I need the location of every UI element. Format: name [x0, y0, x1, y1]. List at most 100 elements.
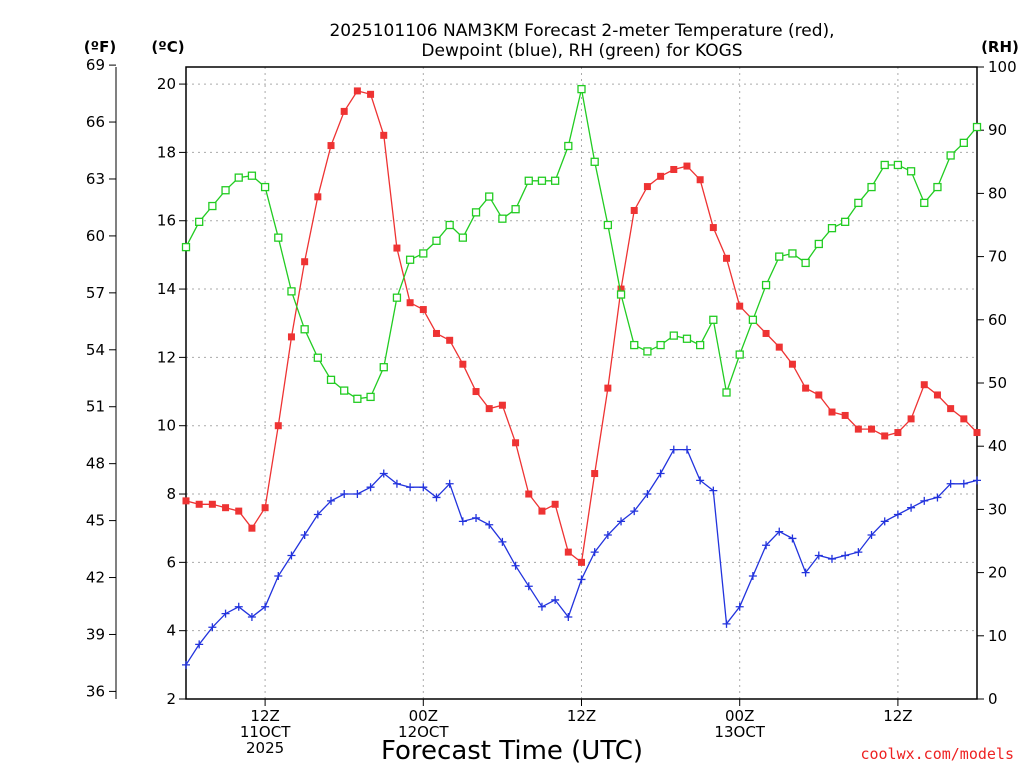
dewpoint-point: [445, 479, 454, 488]
dewpoint-point: [472, 513, 481, 522]
dewpoint-point: [709, 486, 718, 495]
temperature-point: [459, 360, 467, 368]
fahrenheit-tick-label: 54: [86, 341, 105, 359]
temperature-point: [604, 384, 612, 392]
rh-point: [656, 340, 665, 350]
celsius-tick-label: 18: [157, 143, 176, 161]
temperature-point: [525, 490, 533, 498]
temperature-point: [287, 333, 295, 341]
dewpoint-point: [221, 609, 230, 618]
time-tick-label: 2025: [246, 739, 284, 757]
temperature-point: [947, 405, 955, 413]
temperature-point: [432, 329, 440, 337]
dewpoint-point: [788, 534, 797, 543]
dewpoint-point: [603, 531, 612, 540]
celsius-tick-label: 8: [166, 485, 176, 503]
temperature-point: [881, 432, 889, 440]
rh-point: [537, 176, 547, 185]
dewpoint-point: [182, 660, 190, 669]
fahrenheit-tick-label: 63: [86, 170, 105, 188]
fahrenheit-tick-label: 60: [86, 227, 105, 245]
rh-point: [485, 192, 494, 201]
rh-tick-label: 20: [988, 564, 1007, 582]
rh-point: [590, 157, 599, 166]
dewpoint-point: [485, 520, 494, 529]
fahrenheit-tick-label: 39: [86, 625, 105, 643]
celsius-tick-label: 20: [157, 75, 176, 93]
rh-point: [643, 347, 652, 356]
temperature-point: [841, 411, 849, 419]
dewpoint-point: [274, 572, 283, 581]
dewpoint-point: [959, 479, 968, 488]
dewpoint-point: [340, 490, 349, 499]
dewpoint-point: [907, 503, 916, 512]
temperature-point: [538, 507, 546, 515]
rh-point: [274, 233, 283, 242]
fahrenheit-tick-label: 66: [86, 113, 105, 131]
rh-point: [867, 182, 876, 192]
temperature-point: [775, 343, 783, 351]
rh-point: [287, 287, 296, 296]
temperature-point: [327, 142, 335, 150]
rh-line: [185, 88, 978, 400]
dewpoint-point: [524, 582, 533, 591]
temperature-point: [683, 162, 691, 170]
temperature-point: [564, 548, 572, 556]
dewpoint-point: [946, 479, 955, 488]
temperature-point: [578, 558, 585, 566]
dewpoint-point: [379, 469, 388, 478]
temperature-point: [815, 391, 823, 399]
rh-tick-label: 80: [988, 184, 1007, 202]
time-tick-label: 00Z: [725, 707, 754, 725]
rh-point: [392, 293, 402, 302]
temperature-point: [802, 384, 810, 392]
dewpoint-point: [643, 490, 652, 499]
dewpoint-point: [419, 483, 428, 492]
rh-tick-label: 40: [988, 437, 1007, 455]
temperature-point: [353, 87, 361, 95]
temperature-point: [446, 336, 454, 344]
dewpoint-point: [630, 507, 639, 516]
temperature-point: [643, 183, 651, 191]
rh-point: [234, 173, 243, 182]
rh-point: [208, 201, 217, 211]
rh-point: [920, 198, 929, 208]
dewpoint-point: [313, 510, 322, 519]
fahrenheit-tick-label: 45: [86, 512, 105, 530]
rh-point: [788, 249, 797, 258]
gridlines: [186, 67, 977, 700]
rh-point: [959, 138, 968, 147]
dewpoint-point: [669, 445, 678, 454]
rh-point: [814, 239, 823, 249]
rh-point: [379, 363, 388, 372]
dewpoint-point: [973, 476, 981, 485]
dewpoint-point: [880, 517, 889, 526]
celsius-tick-label: 12: [157, 348, 176, 366]
dewpoint-point: [735, 602, 744, 611]
rh-point: [432, 236, 441, 245]
temperature-point: [235, 507, 243, 515]
temperature-point: [920, 381, 928, 389]
rh-tick-label: 10: [988, 627, 1007, 645]
dewpoint-point: [195, 640, 204, 649]
celsius-tick-label: 10: [157, 417, 176, 435]
rh-point: [906, 167, 916, 176]
rh-point: [511, 205, 520, 214]
rh-point: [933, 182, 942, 192]
temperature-point: [617, 285, 625, 293]
celsius-tick-label: 14: [157, 280, 176, 298]
dewpoint-point: [682, 445, 691, 454]
temperature-point: [868, 425, 876, 433]
rh-point: [603, 220, 613, 230]
temperature-point: [907, 415, 915, 423]
temperature-point: [894, 429, 902, 437]
dewpoint-point: [656, 469, 665, 478]
dewpoint-point: [748, 572, 757, 581]
rh-unit-label: (RH): [981, 38, 1019, 56]
dewpoint-point: [353, 490, 362, 499]
temperature-point: [933, 391, 941, 399]
temperature-point: [630, 206, 638, 214]
rh-point: [880, 160, 889, 170]
dewpoint-point: [696, 476, 705, 485]
fahrenheit-tick-label: 42: [86, 569, 105, 587]
